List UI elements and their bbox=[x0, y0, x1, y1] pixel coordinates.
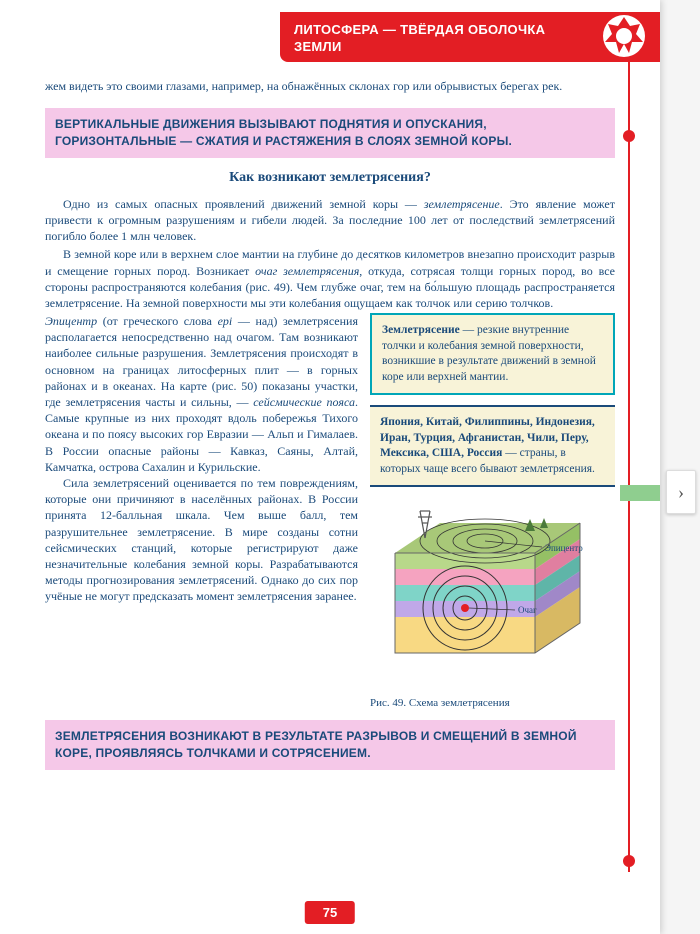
right-column: Землетрясение — резкие внутренние толчки… bbox=[370, 313, 615, 710]
chapter-title: ЛИТОСФЕРА — ТВЁРДАЯ ОБОЛОЧКА ЗЕМЛИ bbox=[294, 22, 545, 54]
definition-box: Землетрясение — резкие внутренние толчки… bbox=[370, 313, 615, 395]
term-seismic-belts: сейсмические пояса bbox=[253, 395, 355, 409]
earthquake-diagram-icon: Эпицентр Очаг bbox=[370, 503, 615, 693]
earthquake-figure: Эпицентр Очаг Рис. 49. Схема землетрясен… bbox=[370, 503, 615, 710]
margin-line bbox=[628, 62, 630, 872]
margin-dot bbox=[623, 855, 635, 867]
svg-text:Эпицентр: Эпицентр bbox=[545, 543, 583, 553]
term-earthquake: землетрясение bbox=[424, 197, 500, 211]
next-page-button[interactable]: › bbox=[666, 470, 696, 514]
side-connector bbox=[620, 485, 660, 501]
page-number: 75 bbox=[305, 901, 355, 924]
star-badge-icon bbox=[602, 14, 646, 58]
section-heading: Как возникают землетрясения? bbox=[45, 170, 615, 186]
two-column-region: Эпицентр (от греческого слова epi — над)… bbox=[45, 313, 615, 710]
key-statement-box: ВЕРТИКАЛЬНЫЕ ДВИЖЕНИЯ ВЫЗЫВАЮТ ПОДНЯТИЯ … bbox=[45, 108, 615, 158]
countries-box: Япония, Китай, Филиппины, Индонезия, Ира… bbox=[370, 405, 615, 487]
summary-box: ЗЕМЛЕТРЯСЕНИЯ ВОЗНИКАЮТ В РЕЗУЛЬТАТЕ РАЗ… bbox=[45, 720, 615, 770]
term-focus: очаг землетрясения bbox=[255, 264, 359, 278]
textbook-page: ЛИТОСФЕРА — ТВЁРДАЯ ОБОЛОЧКА ЗЕМЛИ жем в… bbox=[0, 0, 660, 934]
figure-caption: Рис. 49. Схема землетрясения bbox=[370, 697, 615, 710]
left-column: Эпицентр (от греческого слова epi — над)… bbox=[45, 313, 358, 710]
body-intro: Одно из самых опасных проявлений движени… bbox=[45, 196, 615, 311]
chevron-right-icon: › bbox=[678, 482, 684, 503]
svg-text:Очаг: Очаг bbox=[518, 605, 537, 615]
margin-dot bbox=[623, 130, 635, 142]
